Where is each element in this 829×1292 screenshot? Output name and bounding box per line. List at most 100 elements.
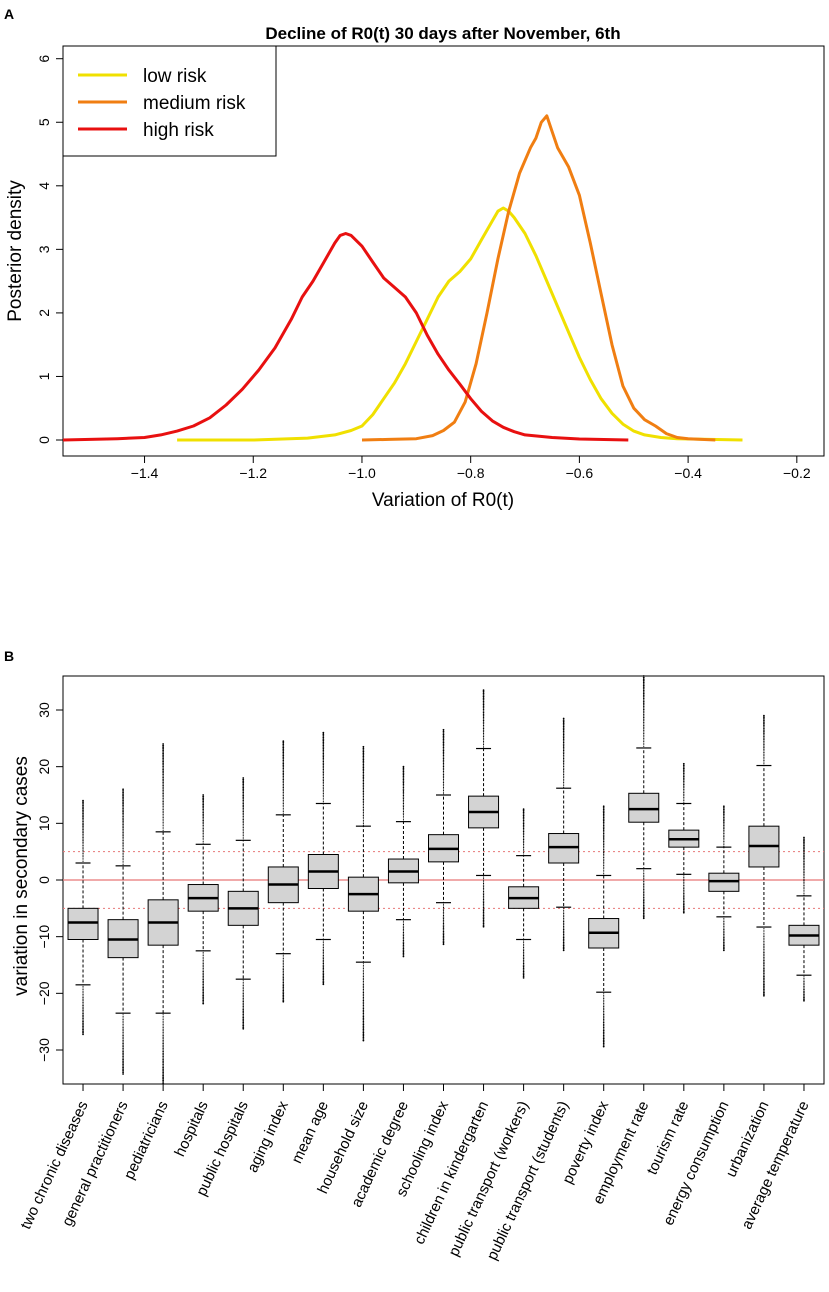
- outlier-point: [482, 881, 485, 883]
- outlier-point: [322, 981, 325, 984]
- x-tick-label: children in kindergarten: [411, 1099, 492, 1248]
- lower-outliers: [482, 874, 485, 928]
- outlier-point: [402, 949, 405, 951]
- outlier-point: [162, 816, 164, 819]
- outlier-point: [683, 875, 685, 877]
- outlier-point: [122, 859, 124, 861]
- outlier-point: [82, 1014, 84, 1016]
- outlier-point: [122, 1068, 124, 1071]
- outlier-point: [562, 930, 565, 932]
- outlier-point: [322, 796, 324, 798]
- outlier-point: [562, 933, 565, 936]
- lower-outliers: [682, 873, 685, 914]
- outlier-point: [82, 833, 84, 836]
- outlier-point: [362, 810, 365, 812]
- lower-outliers: [602, 991, 605, 1048]
- outlier-point: [602, 832, 605, 835]
- outlier-point: [122, 1034, 124, 1037]
- outlier-point: [602, 815, 605, 817]
- outlier-point: [362, 1038, 365, 1040]
- outlier-point: [763, 753, 765, 755]
- outlier-point: [362, 1006, 365, 1008]
- outlier-point: [763, 748, 765, 750]
- outlier-point: [763, 978, 765, 981]
- outlier-point: [162, 1049, 164, 1051]
- outlier-point: [242, 1010, 245, 1012]
- outlier-point: [322, 978, 325, 981]
- outlier-point: [402, 798, 405, 800]
- outlier-point: [763, 943, 765, 946]
- outlier-point: [162, 808, 164, 811]
- outlier-point: [482, 719, 485, 722]
- outlier-point: [202, 821, 204, 823]
- outlier-point: [683, 897, 685, 900]
- outlier-point: [442, 743, 445, 746]
- outlier-point: [242, 1004, 244, 1006]
- outlier-point: [82, 856, 84, 858]
- outlier-point: [202, 966, 204, 968]
- outlier-point: [322, 942, 324, 944]
- outlier-point: [242, 1024, 245, 1027]
- outlier-point: [322, 772, 325, 774]
- outlier-point: [603, 845, 605, 847]
- outlier-point: [202, 797, 205, 800]
- outlier-point: [122, 1025, 124, 1027]
- outlier-point: [602, 1029, 605, 1032]
- outlier-point: [522, 967, 525, 970]
- outlier-point: [763, 726, 765, 728]
- outlier-point: [402, 770, 405, 773]
- outlier-point: [322, 961, 325, 963]
- outlier-point: [282, 790, 284, 792]
- outlier-point: [563, 908, 565, 910]
- outlier-point: [282, 775, 285, 778]
- outlier-point: [803, 888, 805, 890]
- outlier-point: [643, 891, 645, 894]
- outlier-point: [322, 964, 325, 966]
- outlier-point: [402, 786, 405, 789]
- outlier-point: [122, 1071, 124, 1074]
- outlier-point: [322, 792, 324, 795]
- outlier-point: [202, 824, 204, 827]
- outlier-point: [162, 1057, 164, 1059]
- outlier-point: [162, 1055, 164, 1058]
- box-12: [508, 855, 540, 941]
- outlier-point: [242, 1021, 245, 1024]
- outlier-point: [322, 791, 324, 793]
- outlier-point: [162, 767, 164, 769]
- outlier-point: [162, 1074, 164, 1077]
- outlier-point: [442, 770, 445, 773]
- outlier-point: [482, 921, 485, 923]
- outlier-point: [643, 885, 645, 887]
- outlier-point: [242, 991, 244, 993]
- outlier-point: [282, 809, 284, 811]
- outlier-point: [482, 917, 485, 920]
- outlier-point: [362, 977, 365, 979]
- outlier-point: [602, 823, 605, 825]
- outlier-point: [362, 1011, 365, 1013]
- outlier-point: [322, 763, 325, 766]
- outlier-point: [482, 726, 485, 728]
- outlier-point: [723, 844, 725, 846]
- outlier-point: [643, 739, 645, 741]
- outlier-point: [82, 1000, 84, 1002]
- outlier-point: [282, 757, 285, 760]
- outlier-point: [563, 772, 565, 774]
- outlier-point: [202, 816, 204, 819]
- outlier-point: [803, 995, 805, 997]
- outlier-point: [683, 774, 685, 776]
- outlier-point: [242, 1016, 245, 1019]
- outlier-point: [362, 1020, 365, 1023]
- outlier-point: [362, 819, 364, 821]
- outlier-point: [162, 1038, 164, 1040]
- outlier-point: [242, 1013, 245, 1016]
- outlier-point: [442, 790, 445, 792]
- outlier-point: [562, 762, 565, 764]
- outlier-point: [603, 1002, 605, 1005]
- outlier-point: [322, 962, 325, 965]
- outlier-point: [162, 775, 164, 777]
- outlier-point: [362, 1014, 365, 1016]
- outlier-point: [442, 938, 445, 941]
- outlier-point: [763, 716, 765, 719]
- outlier-point: [682, 907, 685, 909]
- outlier-point: [683, 801, 685, 803]
